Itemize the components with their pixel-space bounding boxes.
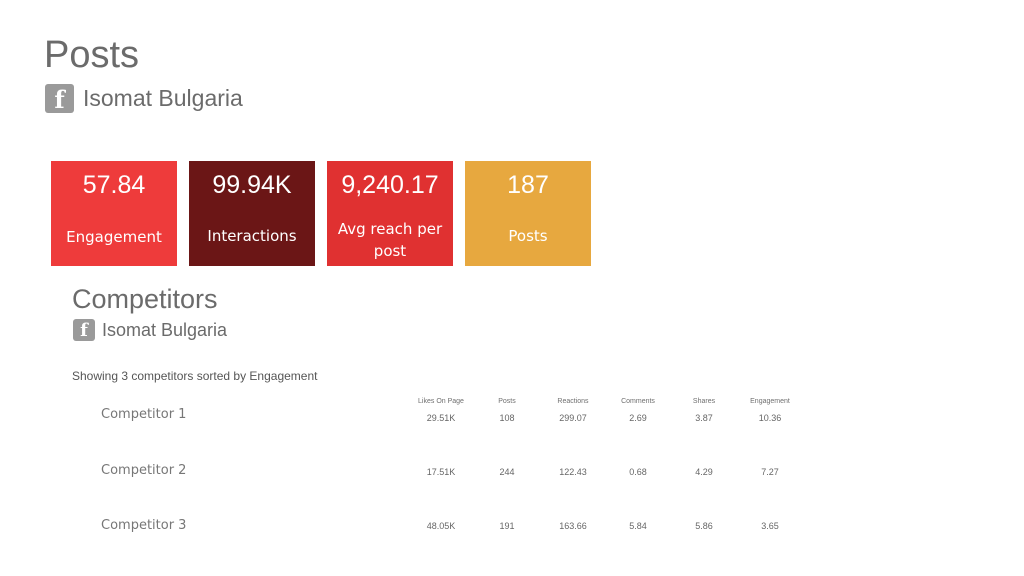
cell-likes: 17.51K — [426, 467, 456, 477]
cell-posts: 191 — [499, 521, 515, 531]
cell-reactions: 122.43 — [559, 467, 587, 477]
kpi-label: Engagement — [66, 228, 162, 246]
kpi-value: 9,240.17 — [341, 171, 439, 199]
cell-engagement: 3.65 — [761, 521, 779, 531]
column-header-likes: Likes On Page — [418, 398, 464, 405]
cell-engagement: 7.27 — [761, 467, 779, 477]
column-header-posts: Posts — [498, 398, 516, 405]
cell-shares: 3.87 — [695, 413, 713, 423]
kpi-label: Posts — [508, 227, 548, 245]
competitor-name: Competitor 3 — [101, 518, 187, 533]
kpi-card-engagement: 57.84 Engagement — [51, 161, 177, 266]
facebook-icon: f — [45, 84, 74, 114]
column-header-engagement: Engagement — [750, 398, 790, 405]
kpi-card-posts: 187 Posts — [465, 161, 591, 266]
facebook-icon: f — [73, 319, 95, 341]
competitors-title: Competitors — [72, 284, 218, 314]
kpi-card-avg-reach: 9,240.17 Avg reach per post — [327, 161, 453, 266]
column-header-reactions: Reactions — [557, 398, 589, 405]
cell-engagement: 10.36 — [758, 413, 782, 423]
kpi-value: 99.94K — [212, 171, 292, 199]
kpi-label: Avg reach per post — [337, 220, 443, 260]
competitor-name: Competitor 1 — [101, 407, 187, 422]
competitor-name: Competitor 2 — [101, 463, 187, 478]
cell-likes: 48.05K — [426, 521, 456, 531]
kpi-label: Interactions — [207, 227, 297, 245]
column-header-comments: Comments — [621, 398, 655, 405]
cell-comments: 5.84 — [629, 521, 647, 531]
cell-reactions: 163.66 — [559, 521, 587, 531]
cell-comments: 2.69 — [629, 413, 647, 423]
page-title: Posts — [44, 34, 140, 76]
kpi-card-interactions: 99.94K Interactions — [189, 161, 315, 266]
cell-comments: 0.68 — [629, 467, 647, 477]
competitors-account-name: Isomat Bulgaria — [102, 320, 228, 340]
cell-posts: 108 — [499, 413, 515, 423]
competitors-summary: Showing 3 competitors sorted by Engageme… — [72, 369, 318, 383]
cell-shares: 4.29 — [695, 467, 713, 477]
kpi-value: 187 — [507, 171, 549, 199]
column-header-shares: Shares — [692, 398, 716, 405]
account-name: Isomat Bulgaria — [83, 85, 243, 111]
cell-posts: 244 — [499, 467, 515, 477]
cell-shares: 5.86 — [695, 521, 713, 531]
cell-reactions: 299.07 — [559, 413, 587, 423]
cell-likes: 29.51K — [426, 413, 456, 423]
kpi-value: 57.84 — [82, 171, 146, 199]
